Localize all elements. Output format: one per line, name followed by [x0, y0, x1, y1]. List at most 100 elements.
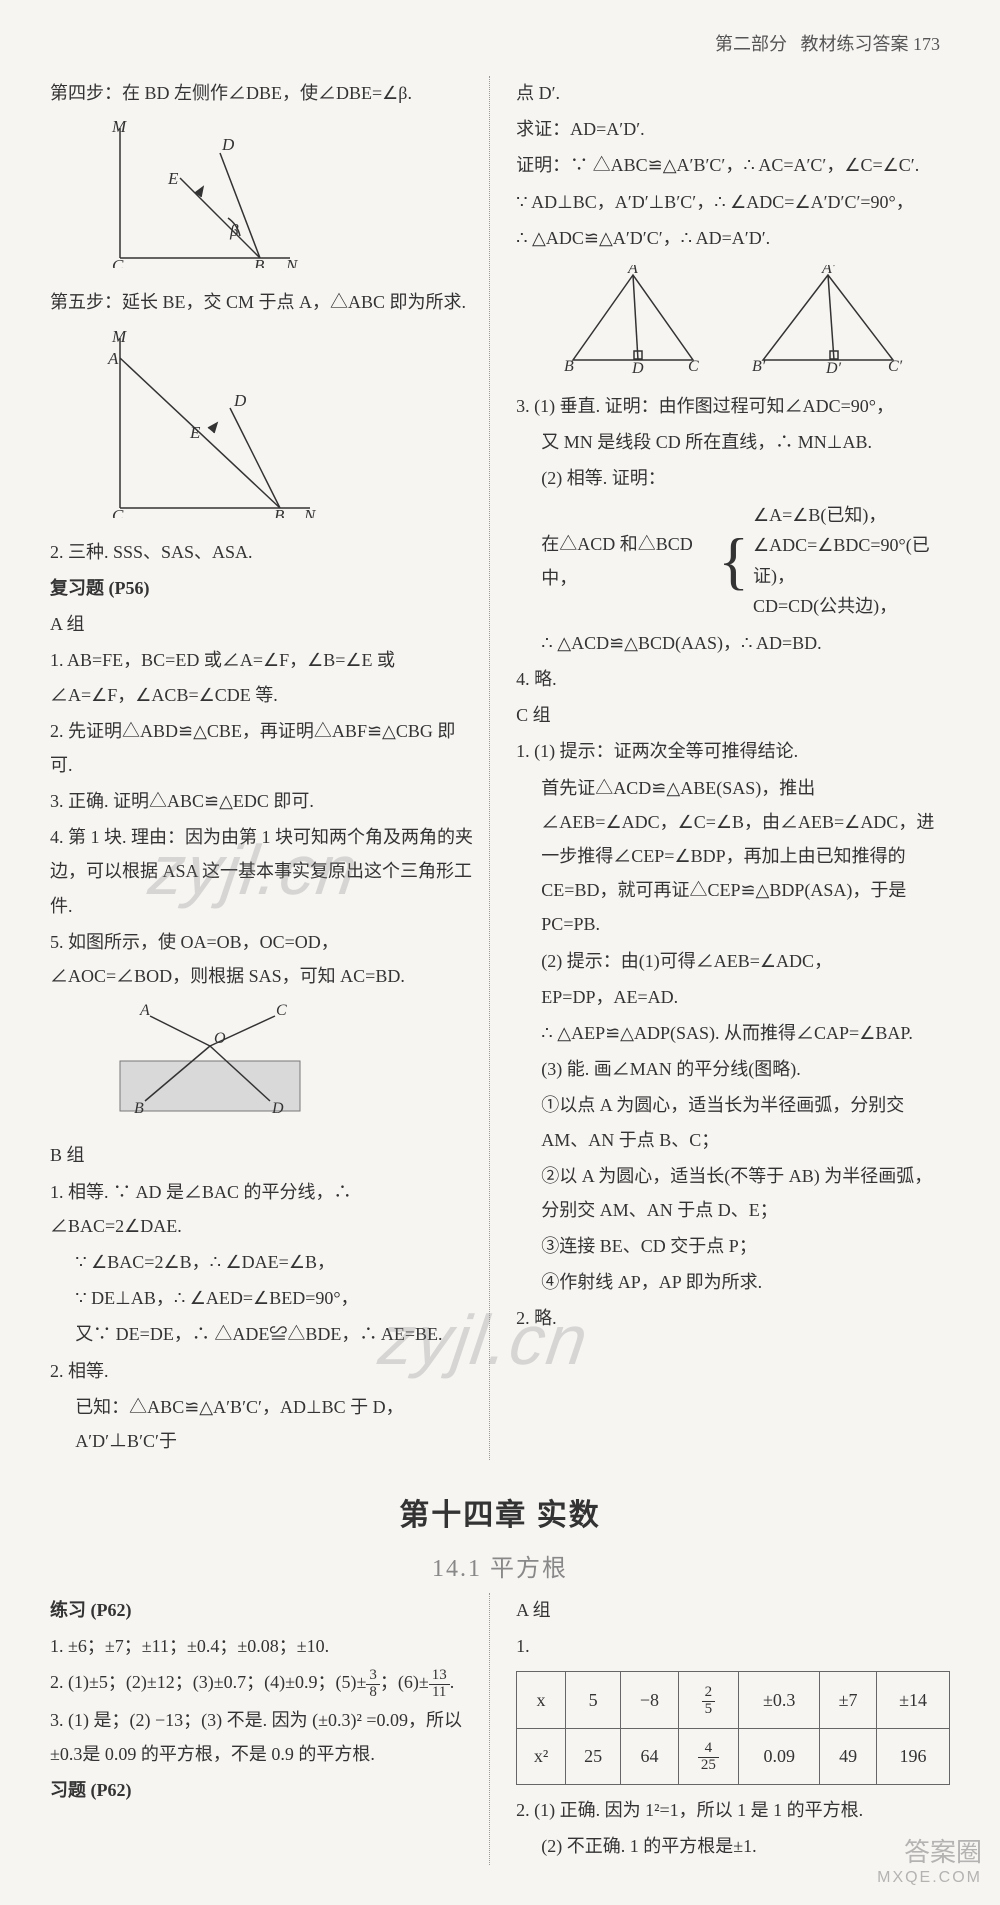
chapter-title: 第十四章 实数	[50, 1490, 950, 1534]
brace-l2: ∠ADC=∠BDC=90°(已证)，	[753, 530, 950, 591]
d3-D: D	[271, 1100, 284, 1117]
exercise-label: 习题 (P62)	[50, 1773, 475, 1807]
lbl2-D: D	[233, 391, 247, 410]
p2-pre: 2. (1)±5；(2)±12；(3)±0.7；(4)±0.9；(5)±	[50, 1672, 366, 1692]
bottom-columns: 练习 (P62) 1. ±6；±7；±11；±0.4；±0.08；±10. 2.…	[50, 1593, 950, 1865]
r2: 证明：∵ △ABC≌△A′B′C′，∴ AC=A′C′，∠C=∠C′.	[516, 148, 950, 182]
p3: 3. (1) 是；(2) −13；(3) 不是. 因为 (±0.3)² =0.0…	[50, 1703, 475, 1771]
bottom-left-column: 练习 (P62) 1. ±6；±7；±11；±0.4；±0.08；±10. 2.…	[50, 1593, 490, 1865]
c1-1: 1. (1) 提示：证两次全等可推得结论.	[516, 734, 950, 768]
lbl-beta: β	[229, 221, 239, 240]
t-A: A	[627, 265, 638, 277]
c2: 2. 略.	[516, 1301, 950, 1335]
group-b-label: B 组	[50, 1138, 475, 1172]
cell: ±14	[877, 1672, 950, 1728]
group-a-label: A 组	[50, 607, 475, 641]
lbl-C: C	[112, 256, 124, 268]
q3-2: 又 MN 是线段 CD 所在直线，∴ MN⊥AB.	[516, 425, 950, 459]
b1-3: ∵ DE⊥AB，∴ ∠AED=∠BED=90°，	[50, 1281, 475, 1315]
cell: 0.09	[739, 1728, 820, 1784]
b2-1: 2. 相等.	[50, 1354, 475, 1388]
cell: ±0.3	[739, 1672, 820, 1728]
a5: 5. 如图所示，使 OA=OB，OC=OD，∠AOC=∠BOD，则根据 SAS，…	[50, 925, 475, 993]
table-row: x² 25 64 425 0.09 49 196	[517, 1728, 950, 1784]
q3-3: (2) 相等. 证明：	[516, 461, 950, 495]
review-title: 复习题 (P56)	[50, 571, 475, 605]
diagram-step4: M D E β C B N	[90, 118, 310, 268]
page-header: 第二部分 教材练习答案 173	[50, 30, 950, 56]
lbl-B: B	[254, 256, 265, 268]
c1-7: ①以点 A 为圆心，适当长为半径画弧，分别交 AM、AN 于点 B、C；	[516, 1088, 950, 1156]
p2-mid: ；(6)±	[380, 1672, 429, 1692]
main-columns: 第四步：在 BD 左侧作∠DBE，使∠DBE=∠β. M D E β C	[50, 76, 950, 1460]
practice-label: 练习 (P62)	[50, 1593, 475, 1627]
b1-1: 1. 相等. ∵ AD 是∠BAC 的平分线，∴ ∠BAC=2∠DAE.	[50, 1175, 475, 1243]
c1-6: (3) 能. 画∠MAN 的平分线(图略).	[516, 1052, 950, 1086]
b1-2: ∵ ∠BAC=2∠B，∴ ∠DAE=∠B，	[50, 1245, 475, 1279]
p2: 2. (1)±5；(2)±12；(3)±0.7；(4)±0.9；(5)±38；(…	[50, 1665, 475, 1700]
lbl-N: N	[285, 256, 299, 268]
cell: ±7	[820, 1672, 877, 1728]
bottom-right-column: A 组 1. x 5 −8 25 ±0.3 ±7 ±14 x² 25 64 42…	[510, 1593, 950, 1865]
a4: 4. 第 1 块. 理由：因为由第 1 块可知两个角及两角的夹边，可以根据 AS…	[50, 820, 475, 923]
lbl-E: E	[167, 169, 179, 188]
a2: 2. 先证明△ABD≌△CBE，再证明△ABF≌△CBG 即可.	[50, 714, 475, 782]
group-c-label: C 组	[516, 698, 950, 732]
a3: 3. 正确. 证明△ABC≌△EDC 即可.	[50, 784, 475, 818]
left-2: 2. 三种. SSS、SAS、ASA.	[50, 535, 475, 569]
cell: 64	[621, 1728, 678, 1784]
cell: 5	[565, 1672, 620, 1728]
section-title: 14.1 平方根	[50, 1548, 950, 1583]
c1-8: ②以 A 为圆心，适当长(不等于 AB) 为半径画弧，分别交 AM、AN 于点 …	[516, 1159, 950, 1227]
corner-line1: 答案圈	[877, 1837, 982, 1868]
q4: 4. 略.	[516, 662, 950, 696]
t-D: D	[631, 360, 644, 375]
corner-line2: MXQE.COM	[877, 1868, 982, 1887]
step-4: 第四步：在 BD 左侧作∠DBE，使∠DBE=∠β.	[50, 76, 475, 110]
r0: 点 D′.	[516, 76, 950, 110]
cell: −8	[621, 1672, 678, 1728]
brace-l1: ∠A=∠B(已知)，	[753, 500, 950, 531]
cell: 196	[877, 1728, 950, 1784]
q3-1: 3. (1) 垂直. 证明：由作图过程可知∠ADC=90°，	[516, 389, 950, 423]
lbl2-N: N	[303, 506, 317, 518]
brace-icon: {	[718, 532, 749, 590]
triangle-pair: A B D C A′ B′ D′	[516, 265, 950, 375]
r1: 求证：AD=A′D′.	[516, 112, 950, 146]
triangle-a2b2c2: A′ B′ D′ C′	[748, 265, 908, 375]
lbl-D: D	[221, 135, 235, 154]
brace-block: 在△ACD 和△BCD 中， { ∠A=∠B(已知)， ∠ADC=∠BDC=90…	[516, 500, 950, 622]
cell: 25	[565, 1728, 620, 1784]
brace-l3: CD=CD(公共边)，	[753, 591, 950, 622]
lbl2-E: E	[189, 423, 201, 442]
d3-A: A	[139, 1002, 150, 1019]
right-column: 点 D′. 求证：AD=A′D′. 证明：∵ △ABC≌△A′B′C′，∴ AC…	[510, 76, 950, 1460]
c1-9: ③连接 BE、CD 交于点 P；	[516, 1229, 950, 1263]
d3-O: O	[214, 1030, 226, 1047]
cell: x	[517, 1672, 566, 1728]
d3-C: C	[276, 1002, 287, 1019]
d3-B: B	[134, 1100, 144, 1117]
br-groupA: A 组	[516, 1593, 950, 1627]
t-D2: D′	[825, 360, 842, 375]
b1-4: 又∵ DE=DE，∴ △ADE≌△BDE，∴ AE=BE.	[50, 1317, 475, 1351]
r3: ∵ AD⊥BC，A′D′⊥B′C′，∴ ∠ADC=∠A′D′C′=90°，	[516, 185, 950, 219]
r4: ∴ △ADC≌△A′D′C′，∴ AD=A′D′.	[516, 221, 950, 255]
table-row: x 5 −8 25 ±0.3 ±7 ±14	[517, 1672, 950, 1728]
diagram-step5: M A D E C B N	[90, 328, 330, 518]
t-B2: B′	[752, 358, 766, 375]
p1: 1. ±6；±7；±11；±0.4；±0.08；±10.	[50, 1629, 475, 1663]
lbl-M: M	[111, 118, 127, 136]
brace-pre: 在△ACD 和△BCD 中，	[541, 527, 714, 595]
lbl2-M: M	[111, 328, 127, 346]
lbl2-C: C	[112, 506, 124, 518]
br-q2-1: 2. (1) 正确. 因为 1²=1，所以 1 是 1 的平方根.	[516, 1793, 950, 1827]
diagram-a5: A C O B D	[90, 1001, 330, 1121]
page: 第二部分 教材练习答案 173 第四步：在 BD 左侧作∠DBE，使∠DBE=∠…	[0, 0, 1000, 1905]
left-column: 第四步：在 BD 左侧作∠DBE，使∠DBE=∠β. M D E β C	[50, 76, 490, 1460]
triangle-abc: A B D C	[558, 265, 708, 375]
page-number: 173	[913, 34, 940, 54]
t-A2: A′	[821, 265, 836, 277]
c1-2: 首先证△ACD≌△ABE(SAS)，推出∠AEB=∠ADC，∠C=∠B，由∠AE…	[516, 771, 950, 942]
cell: 425	[678, 1728, 739, 1784]
